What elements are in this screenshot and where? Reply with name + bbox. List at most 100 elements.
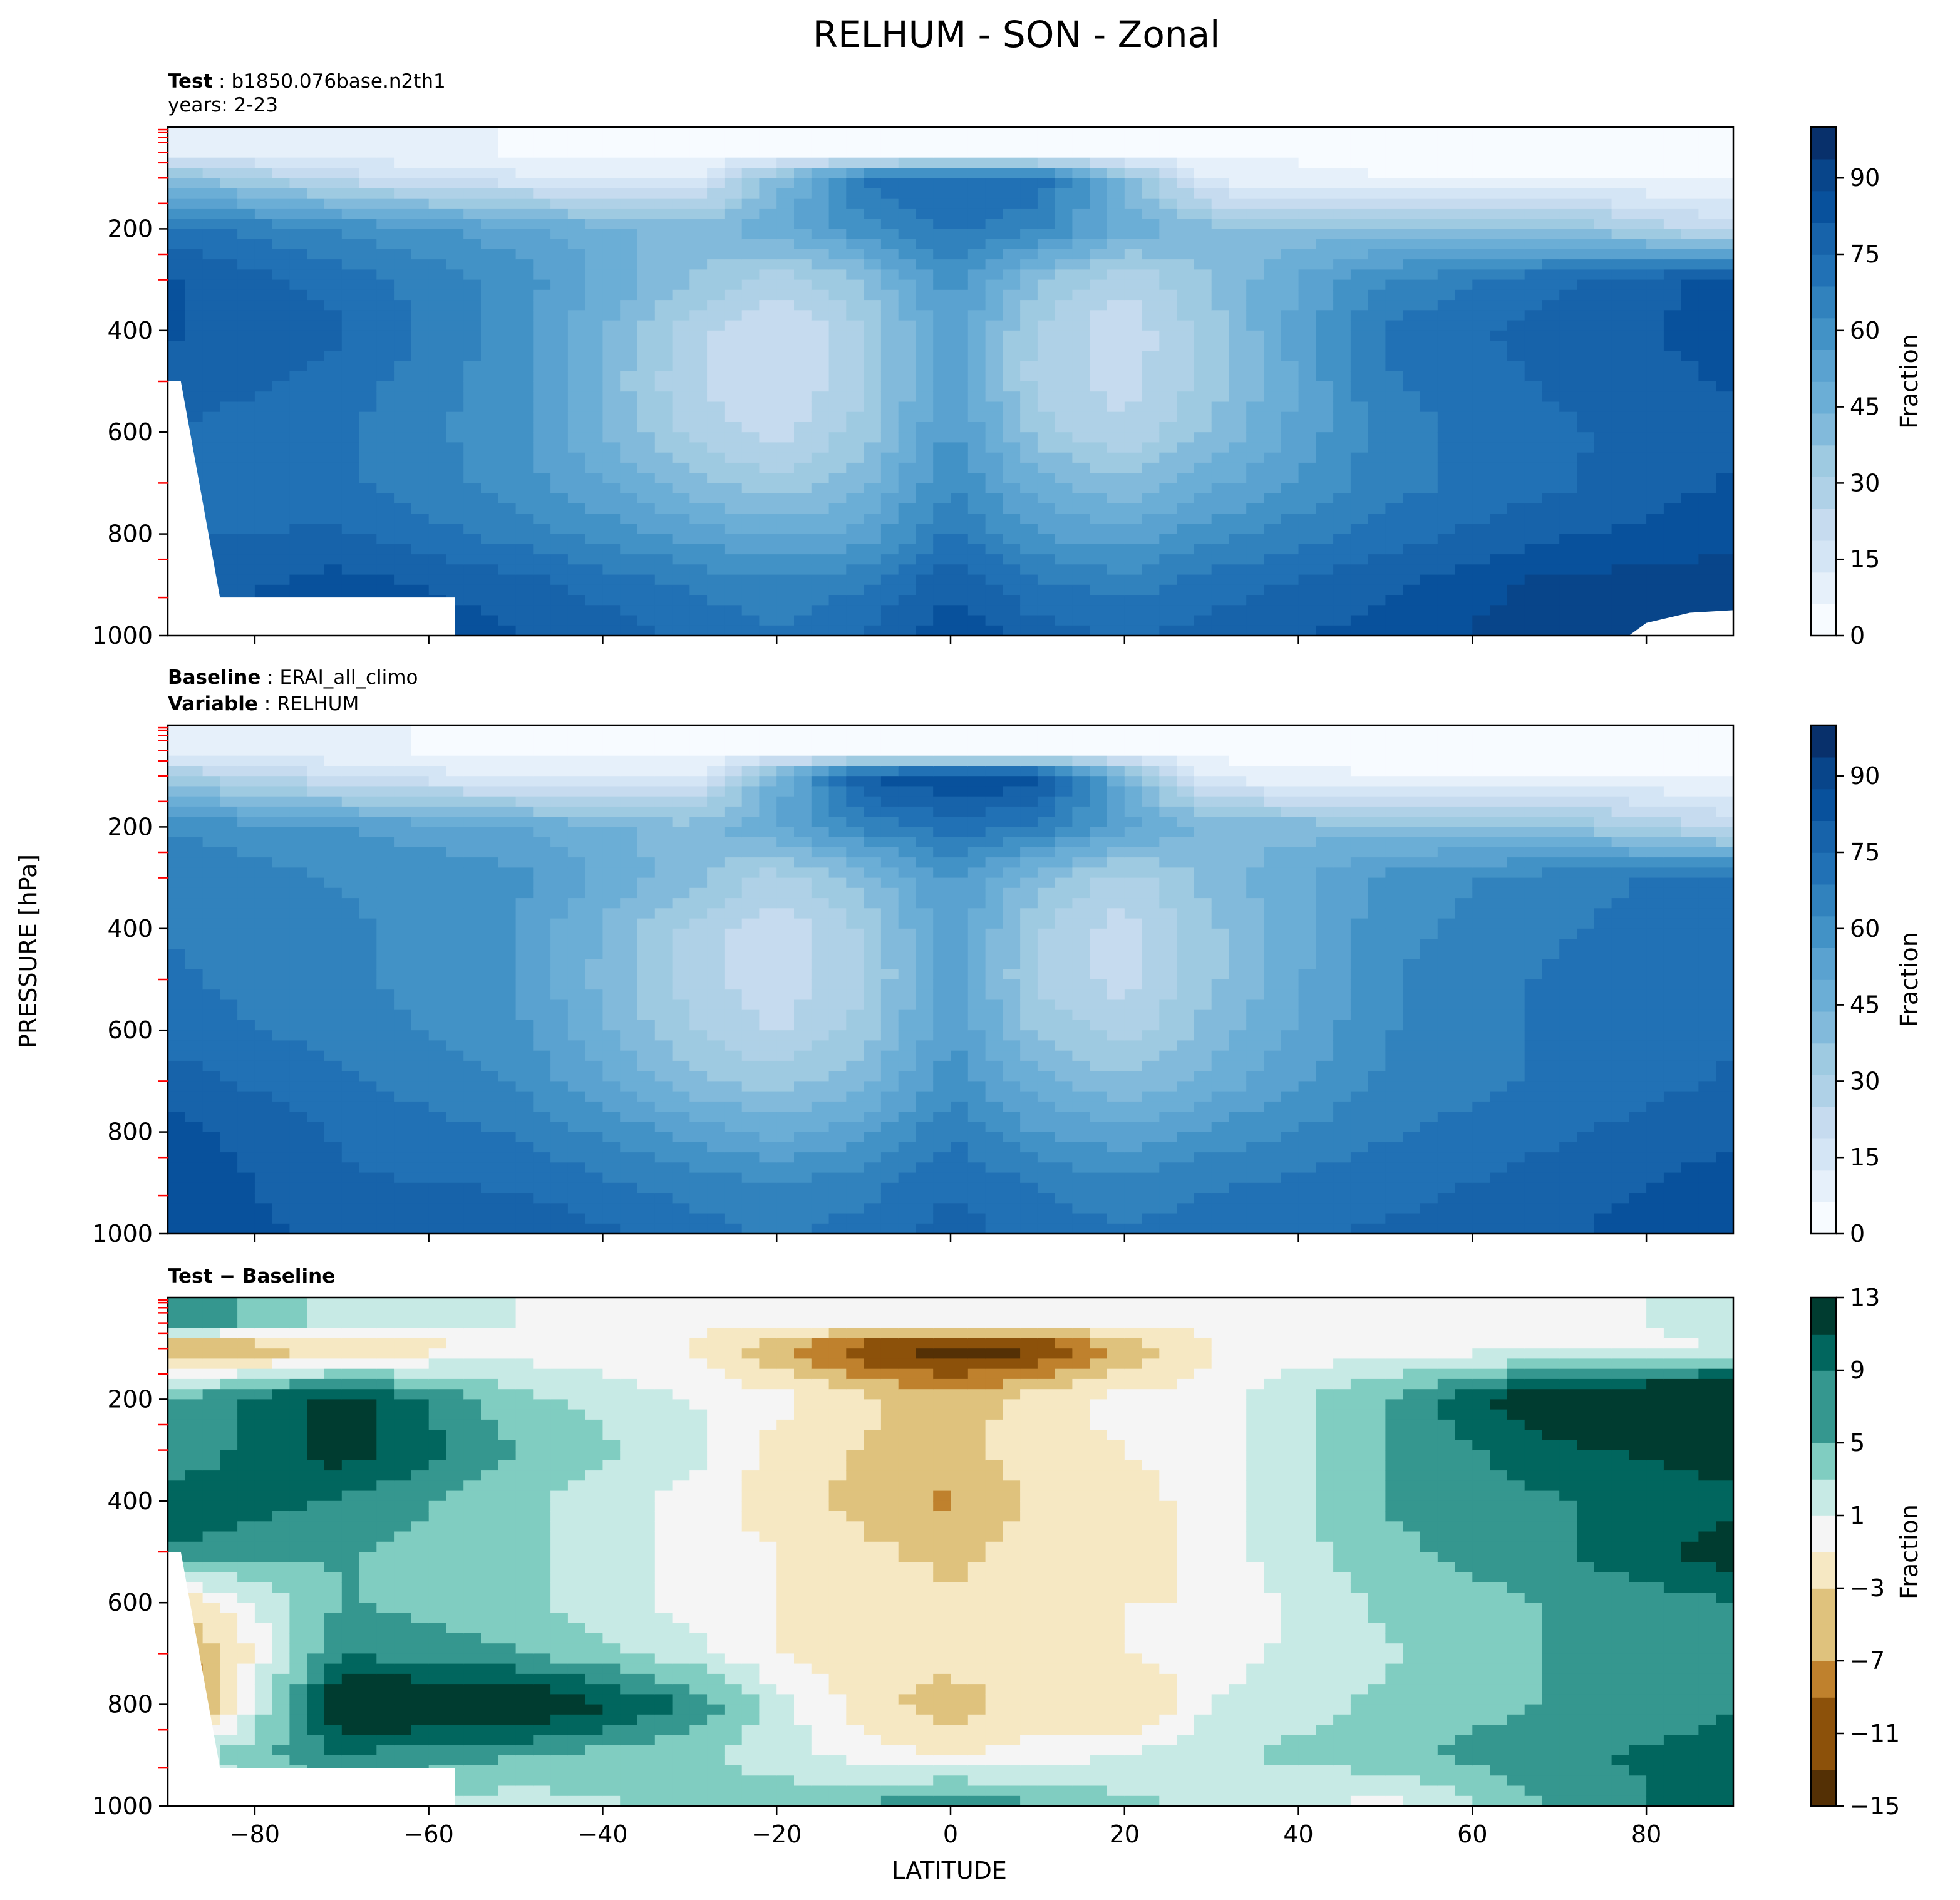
field-cell bbox=[828, 341, 847, 351]
field-cell bbox=[1246, 351, 1264, 362]
field-cell bbox=[898, 625, 917, 636]
field-cell bbox=[1177, 534, 1195, 545]
field-cell bbox=[498, 595, 517, 606]
field-cell bbox=[1229, 534, 1247, 545]
field-cell bbox=[828, 249, 847, 260]
field-cell bbox=[307, 817, 325, 828]
field-cell bbox=[481, 615, 499, 626]
field-cell bbox=[1298, 544, 1317, 555]
field-cell bbox=[741, 432, 760, 443]
field-cell bbox=[828, 615, 847, 626]
field-cell bbox=[654, 239, 673, 250]
field-cell bbox=[654, 615, 673, 626]
field-cell bbox=[776, 157, 795, 168]
field-cell bbox=[498, 615, 517, 626]
field-cell bbox=[1542, 341, 1560, 351]
field-cell bbox=[289, 949, 307, 960]
field-cell bbox=[185, 300, 204, 311]
field-cell bbox=[1264, 168, 1282, 178]
field-cell bbox=[880, 147, 899, 158]
field-cell bbox=[654, 300, 673, 311]
field-cell bbox=[1142, 483, 1160, 494]
field-cell bbox=[515, 371, 534, 382]
field-cell bbox=[1298, 188, 1317, 199]
field-cell bbox=[237, 289, 255, 301]
field-cell bbox=[1020, 289, 1038, 301]
field-cell bbox=[1611, 361, 1630, 372]
field-cell bbox=[1698, 310, 1716, 321]
field-cell bbox=[1229, 219, 1247, 230]
field-cell bbox=[1490, 615, 1508, 626]
field-cell bbox=[1403, 188, 1421, 199]
field-cell bbox=[1229, 452, 1247, 463]
field-cell bbox=[1124, 157, 1143, 168]
field-cell bbox=[411, 157, 430, 168]
field-cell bbox=[550, 493, 569, 504]
field-cell bbox=[1646, 401, 1664, 413]
field-cell bbox=[880, 178, 899, 189]
field-cell bbox=[411, 127, 430, 138]
field-cell bbox=[724, 351, 743, 362]
field-cell bbox=[1020, 219, 1038, 230]
field-cell bbox=[741, 564, 760, 576]
field-cell bbox=[1437, 310, 1456, 321]
field-cell bbox=[1037, 137, 1056, 148]
field-cell bbox=[1177, 381, 1195, 392]
field-cell bbox=[289, 1081, 307, 1092]
field-cell bbox=[1698, 219, 1716, 230]
field-cell bbox=[359, 422, 378, 433]
field-cell bbox=[864, 615, 882, 626]
field-cell bbox=[1524, 462, 1543, 473]
field-cell bbox=[759, 279, 777, 291]
field-cell bbox=[620, 137, 638, 148]
field-cell bbox=[846, 351, 864, 362]
field-cell bbox=[1298, 168, 1317, 178]
field-cell bbox=[220, 300, 238, 311]
field-cell bbox=[168, 877, 186, 889]
field-cell bbox=[672, 279, 691, 291]
field-cell bbox=[637, 300, 656, 311]
field-cell bbox=[1142, 514, 1160, 525]
field-cell bbox=[359, 503, 378, 514]
field-cell bbox=[1281, 605, 1299, 616]
field-cell bbox=[289, 1091, 307, 1102]
field-cell bbox=[951, 564, 969, 576]
field-cell bbox=[1385, 564, 1403, 576]
field-cell bbox=[672, 595, 691, 606]
field-cell bbox=[533, 483, 551, 494]
field-cell bbox=[1681, 473, 1700, 484]
field-cell bbox=[1577, 625, 1595, 636]
field-cell bbox=[289, 564, 307, 576]
field-cell bbox=[237, 564, 255, 576]
field-cell bbox=[1281, 452, 1299, 463]
field-cell bbox=[1194, 615, 1212, 626]
field-cell bbox=[1507, 208, 1525, 219]
field-cell bbox=[864, 188, 882, 199]
field-cell bbox=[428, 544, 447, 555]
field-cell bbox=[307, 554, 325, 565]
field-cell bbox=[1298, 157, 1317, 168]
field-cell bbox=[185, 361, 204, 372]
field-cell bbox=[1264, 259, 1282, 271]
field-cell bbox=[237, 1223, 255, 1234]
field-cell bbox=[1611, 371, 1630, 382]
field-cell bbox=[1490, 391, 1508, 403]
field-cell bbox=[1611, 147, 1630, 158]
field-cell bbox=[289, 857, 307, 869]
field-cell bbox=[185, 1142, 204, 1153]
field-cell bbox=[620, 229, 638, 240]
field-cell bbox=[864, 514, 882, 525]
field-cell bbox=[1420, 269, 1438, 281]
field-cell bbox=[220, 1071, 238, 1082]
field-cell bbox=[272, 361, 291, 372]
field-cell bbox=[951, 422, 969, 433]
field-cell bbox=[1159, 473, 1177, 484]
field-cell bbox=[1333, 147, 1351, 158]
field-cell bbox=[741, 361, 760, 372]
field-cell bbox=[637, 473, 656, 484]
field-cell bbox=[533, 625, 551, 636]
field-cell bbox=[1159, 178, 1177, 189]
field-cell bbox=[1681, 564, 1700, 576]
field-cell bbox=[1524, 341, 1543, 351]
field-cell bbox=[1455, 432, 1473, 443]
